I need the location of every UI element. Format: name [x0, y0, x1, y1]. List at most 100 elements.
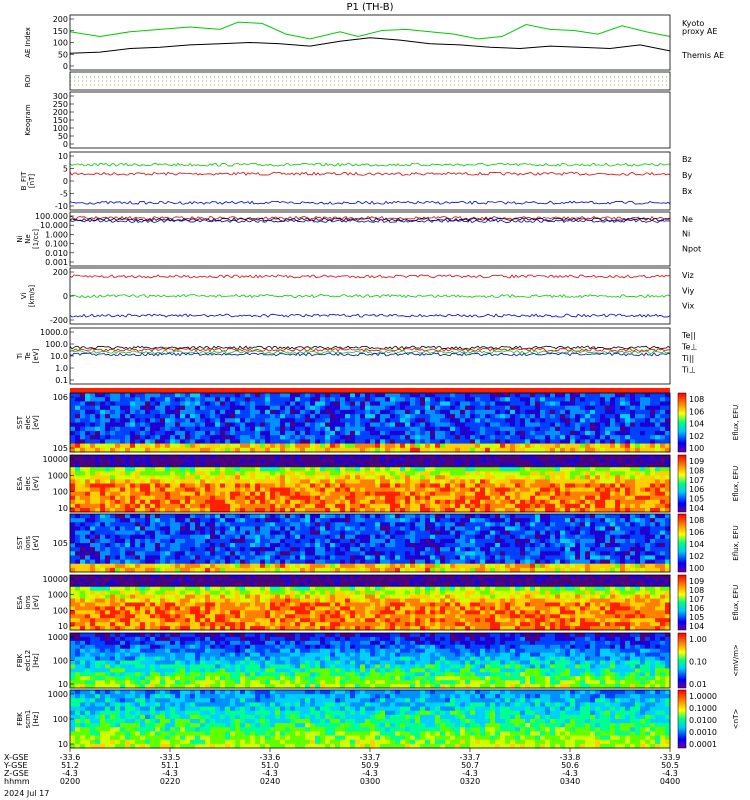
heatmap-cell [395, 491, 401, 497]
heatmap-cell [455, 393, 461, 398]
colorbar [677, 454, 687, 513]
heatmap-cell [480, 443, 486, 449]
heatmap-cell [235, 555, 241, 560]
heatmap-cell [505, 422, 511, 428]
heatmap-cell [110, 422, 116, 428]
heatmap-cell [555, 503, 561, 509]
heatmap-cell [300, 483, 306, 488]
heatmap-cell [470, 426, 476, 432]
heatmap-cell [595, 503, 601, 509]
heatmap-cell [570, 405, 576, 411]
heatmap-cell [375, 447, 381, 453]
heatmap-cell [245, 543, 251, 548]
heatmap-cell [360, 530, 366, 536]
heatmap-cell [140, 430, 146, 436]
heatmap-cell [450, 503, 456, 509]
heatmap-cell [110, 530, 116, 536]
heatmap-cell [440, 507, 446, 513]
heatmap-cell [550, 414, 556, 419]
heatmap-cell [590, 507, 596, 513]
heatmap-cell [625, 447, 631, 453]
heatmap-cell [540, 518, 546, 523]
heatmap-cell [160, 430, 166, 436]
heatmap-cell [500, 534, 506, 540]
heatmap-cell [405, 459, 411, 464]
heatmap-cell [310, 499, 316, 505]
heatmap-cell [275, 547, 281, 552]
heatmap-cell [585, 393, 591, 398]
heatmap-cell [635, 487, 641, 493]
heatmap-cell [205, 551, 211, 556]
heatmap-cell [460, 563, 466, 569]
heatmap-cell [475, 422, 481, 428]
heatmap-cell [345, 491, 351, 497]
heatmap-cell [485, 414, 491, 419]
heatmap-cell [400, 463, 406, 468]
heatmap-cell [90, 559, 96, 565]
heatmap-cell [380, 526, 386, 531]
heatmap-cell [475, 530, 481, 536]
heatmap-cell [265, 439, 271, 444]
heatmap-cell [185, 393, 191, 398]
heatmap-cell [350, 393, 356, 398]
heatmap-cell [570, 422, 576, 428]
heatmap-cell [630, 430, 636, 436]
heatmap-cell [655, 439, 661, 444]
heatmap-cell [595, 543, 601, 548]
heatmap-cell [630, 439, 636, 444]
heatmap-cell [400, 538, 406, 544]
heatmap-cell [545, 409, 551, 415]
heatmap-cell [235, 563, 241, 569]
heatmap-cell [200, 499, 206, 505]
heatmap-cell [105, 483, 111, 488]
heatmap-cell [590, 551, 596, 556]
heatmap-cell [300, 559, 306, 565]
heatmap-cell [570, 475, 576, 480]
heatmap-cell [610, 518, 616, 523]
heatmap-cell [480, 435, 486, 440]
heatmap-cell [620, 393, 626, 398]
heatmap-cell [550, 422, 556, 428]
heatmap-cell [570, 455, 576, 460]
heatmap-cell [345, 455, 351, 460]
heatmap-cell [400, 409, 406, 415]
heatmap-cell [230, 526, 236, 531]
heatmap-cell [330, 435, 336, 440]
heatmap-cell [415, 401, 421, 407]
heatmap-cell [245, 426, 251, 432]
heatmap-cell [110, 479, 116, 484]
heatmap-cell [295, 538, 301, 544]
heatmap-cell [175, 491, 181, 497]
heatmap-cell [350, 479, 356, 484]
heatmap-cell [440, 563, 446, 569]
heatmap-cell [85, 397, 91, 402]
heatmap-cell [580, 487, 586, 493]
heatmap-cell [665, 534, 671, 540]
heatmap-cell [220, 514, 226, 519]
heatmap-cell [420, 538, 426, 544]
y-tick-label: 150 [53, 116, 68, 125]
heatmap-cell [515, 555, 521, 560]
heatmap-cell [105, 475, 111, 480]
heatmap-cell [325, 518, 331, 523]
heatmap-cell [550, 522, 556, 527]
heatmap-cell [260, 405, 266, 411]
heatmap-cell [465, 435, 471, 440]
heatmap-cell [475, 414, 481, 419]
y-axis-label: TiTe[eV] [16, 348, 40, 363]
heatmap-cell [250, 518, 256, 523]
heatmap-cell [650, 518, 656, 523]
heatmap-cell [320, 439, 326, 444]
heatmap-cell [365, 435, 371, 440]
heatmap-cell [515, 422, 521, 428]
heatmap-cell [100, 530, 106, 536]
heatmap-cell [370, 547, 376, 552]
heatmap-cell [315, 530, 321, 536]
series-line [69, 200, 671, 205]
heatmap-cell [580, 463, 586, 468]
heatmap-cell [400, 455, 406, 460]
heatmap-cell [505, 499, 511, 505]
heatmap-cell [275, 475, 281, 480]
heatmap-cell [220, 439, 226, 444]
